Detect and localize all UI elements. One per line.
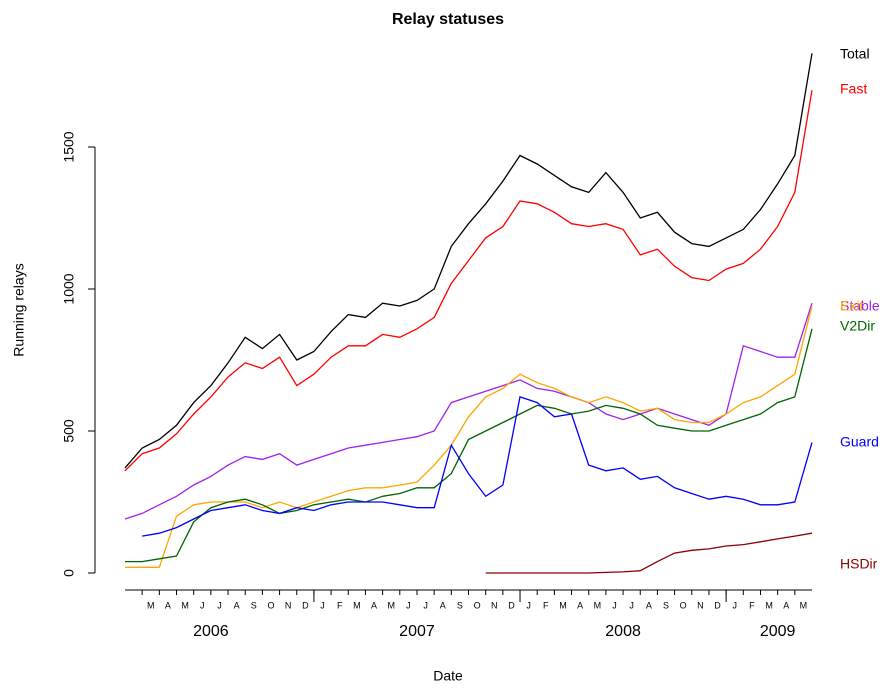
x-tick-label: O [267,600,274,610]
x-tick-label: J [612,600,617,610]
x-tick-label: M [353,600,361,610]
x-tick-label: O [474,600,481,610]
x-tick-label: J [320,600,325,610]
x-tick-label: A [165,600,171,610]
series-line [125,328,813,563]
y-axis-label: Running relays [11,263,27,356]
x-tick-label: J [526,600,531,610]
chart-title: Relay statuses [392,11,504,28]
x-tick-label: M [181,600,189,610]
x-tick-label: M [559,600,567,610]
x-tick-label: J [200,600,205,610]
x-tick-label: M [387,600,395,610]
series-label: V2Dir [840,318,875,334]
year-label: 2007 [399,623,435,640]
x-tick-label: J [732,600,737,610]
x-tick-label: O [680,600,687,610]
y-tick-label: 0 [61,569,77,577]
series-label: Exit [840,298,863,314]
x-tick-label: F [749,600,755,610]
x-tick-label: M [147,600,155,610]
series-label: Stable [840,298,880,314]
series-line [142,396,813,537]
x-tick-label: F [543,600,549,610]
x-tick-label: S [457,600,463,610]
x-tick-label: S [663,600,669,610]
x-tick-label: A [646,600,652,610]
year-label: 2008 [605,623,641,640]
year-label: 2006 [193,623,229,640]
y-tick-label: 1500 [61,131,77,162]
series-line [124,90,813,472]
series-label: Fast [840,81,867,97]
x-tick-label: M [594,600,602,610]
x-tick-label: J [629,600,634,610]
x-tick-label: A [440,600,446,610]
x-tick-label: A [783,600,789,610]
series-label: HSDir [840,556,878,572]
y-tick-label: 500 [61,419,77,443]
x-tick-label: D [302,600,309,610]
x-tick-label: M [765,600,773,610]
x-tick-label: F [337,600,343,610]
x-tick-label: N [285,600,292,610]
x-axis-label: Date [433,668,463,684]
series-label: Guard [840,434,879,450]
x-tick-label: D [714,600,721,610]
series-line [485,532,813,574]
x-tick-label: S [251,600,257,610]
x-tick-label: A [371,600,377,610]
y-tick-label: 1000 [61,273,77,304]
x-tick-label: N [491,600,498,610]
series-line [125,305,813,568]
x-tick-label: J [406,600,411,610]
series-line [124,303,813,520]
x-tick-label: J [217,600,222,610]
x-tick-label: D [508,600,515,610]
x-tick-label: M [800,600,808,610]
series-label: Total [840,46,870,62]
x-tick-label: J [423,600,428,610]
x-tick-label: A [577,600,583,610]
x-tick-label: N [697,600,704,610]
x-tick-label: A [234,600,240,610]
series-line [124,53,813,469]
year-label: 2009 [760,623,796,640]
